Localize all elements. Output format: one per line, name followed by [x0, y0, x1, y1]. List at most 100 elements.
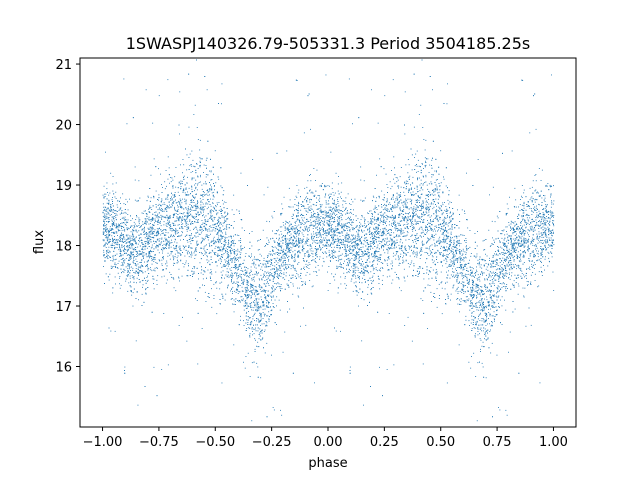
data-point [133, 262, 135, 264]
data-point [348, 264, 349, 266]
data-point [219, 258, 221, 260]
data-point [329, 228, 331, 230]
data-point [145, 233, 147, 235]
data-point [439, 185, 441, 186]
data-point [465, 315, 467, 317]
data-point [133, 229, 134, 231]
data-point [421, 243, 423, 245]
data-point [418, 216, 420, 218]
data-point [278, 242, 280, 244]
data-point [250, 271, 252, 272]
data-point [409, 198, 411, 200]
data-point [283, 235, 285, 237]
data-point [429, 239, 431, 241]
data-point [190, 171, 192, 173]
data-point [260, 268, 262, 270]
data-point [490, 352, 492, 354]
chart-title: 1SWASPJ140326.79-505331.3 Period 3504185… [126, 34, 531, 53]
data-point [158, 208, 160, 210]
data-point [266, 282, 268, 284]
data-point [149, 207, 151, 209]
data-point [255, 271, 257, 272]
data-point [354, 242, 356, 244]
data-point [423, 139, 425, 140]
data-point [254, 266, 256, 268]
data-point [321, 240, 323, 242]
data-point [287, 238, 289, 240]
data-point [467, 227, 469, 229]
data-point [224, 259, 226, 261]
data-point [293, 245, 295, 247]
data-point [267, 255, 269, 257]
data-point [394, 247, 396, 249]
data-point [491, 302, 493, 304]
data-point [403, 200, 405, 202]
data-point [422, 230, 424, 232]
data-point [150, 207, 152, 208]
data-point [295, 237, 297, 239]
data-point [478, 278, 480, 280]
data-point [251, 253, 252, 255]
data-point [218, 218, 219, 220]
data-point [548, 229, 550, 230]
data-point [421, 228, 423, 230]
data-point [521, 239, 523, 241]
data-point [270, 310, 272, 312]
data-point [327, 223, 329, 225]
data-point [337, 183, 339, 185]
data-point [175, 247, 176, 249]
data-point [546, 212, 548, 214]
data-point [550, 193, 552, 195]
data-point [424, 149, 426, 151]
data-point [396, 206, 398, 208]
data-point [544, 223, 545, 225]
data-point [252, 328, 254, 330]
data-point [268, 311, 270, 313]
data-point [236, 278, 238, 280]
data-point [453, 247, 455, 249]
data-point [393, 178, 394, 180]
data-point [431, 176, 433, 178]
data-point [492, 262, 494, 264]
data-point [289, 231, 291, 232]
data-point [267, 255, 269, 257]
data-point [196, 241, 198, 243]
data-point [408, 266, 410, 268]
data-point [542, 239, 544, 241]
data-point [358, 229, 360, 231]
data-point [135, 243, 137, 244]
data-point [323, 230, 325, 231]
data-point [108, 201, 110, 203]
data-point [392, 207, 394, 209]
data-point [199, 262, 201, 264]
data-point [210, 205, 212, 207]
data-point [405, 254, 407, 255]
data-point [194, 104, 196, 106]
data-point [319, 207, 321, 209]
data-point [246, 287, 248, 289]
data-point [479, 266, 481, 268]
data-point [241, 274, 242, 275]
data-point [384, 208, 386, 210]
data-point [486, 291, 488, 292]
data-point [394, 207, 396, 209]
data-point [310, 216, 312, 217]
data-point [200, 232, 202, 234]
data-point [547, 183, 549, 184]
data-point [514, 251, 515, 252]
data-point [270, 274, 272, 276]
data-point [237, 284, 238, 285]
data-point [383, 245, 385, 247]
data-point [119, 253, 121, 254]
data-point [338, 255, 340, 257]
data-point [418, 165, 420, 167]
data-point [274, 246, 276, 248]
data-point [515, 231, 517, 232]
data-point [303, 259, 304, 261]
data-point [195, 219, 197, 220]
data-point [545, 242, 546, 244]
data-point [220, 261, 222, 263]
data-point [379, 158, 381, 160]
data-point [345, 219, 347, 220]
